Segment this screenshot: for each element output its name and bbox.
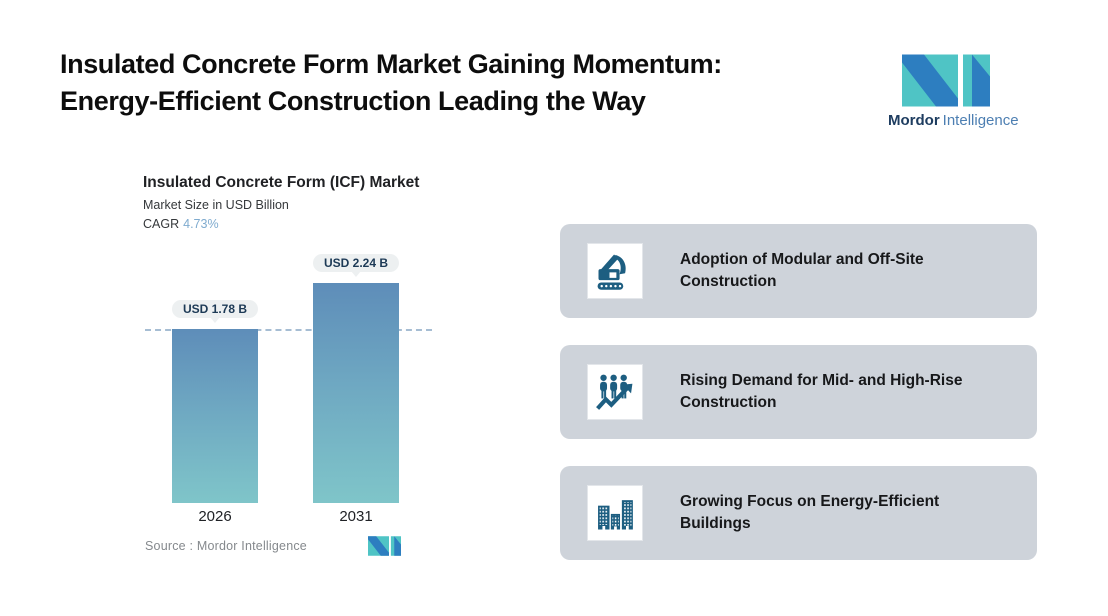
mordor-logo-small-icon <box>368 536 401 556</box>
bar-chart: USD 1.78 B 2026 USD 2.24 B 2031 <box>145 250 435 525</box>
value-label-text: USD 1.78 B <box>171 300 259 318</box>
brand-name-light: Intelligence <box>942 112 1019 129</box>
chart-header: Insulated Concrete Form (ICF) Market Mar… <box>143 173 473 232</box>
driver-cards: Adoption of Modular and Off-Site Constru… <box>560 224 1037 564</box>
buildings-icon <box>598 500 633 530</box>
value-label-2026: USD 1.78 B <box>171 300 259 323</box>
cagr-label: CAGR <box>143 217 180 231</box>
brand-logo: Mordor Intelligence <box>888 54 1019 129</box>
page-title-line2: Energy-Efficient Construction Leading th… <box>60 86 646 116</box>
card-highrise-demand: Rising Demand for Mid- and High-Rise Con… <box>560 345 1037 439</box>
source-text: Source : Mordor Intelligence <box>145 539 307 553</box>
reference-dashed-line <box>145 329 432 331</box>
source-value: Mordor Intelligence <box>196 539 307 553</box>
value-label-2031: USD 2.24 B <box>312 254 400 277</box>
source-label: Source : <box>145 539 194 553</box>
people-growth-icon <box>596 374 633 410</box>
x-tick-2031: 2031 <box>339 508 373 525</box>
card-energy-efficient: Growing Focus on Energy-Efficient Buildi… <box>560 466 1037 560</box>
card-title: Growing Focus on Energy-Efficient Buildi… <box>680 493 940 532</box>
value-label-text: USD 2.24 B <box>312 254 400 272</box>
brand-name: Mordor Intelligence <box>888 112 1019 129</box>
source-row: Source : Mordor Intelligence <box>145 535 401 557</box>
icon-tile <box>587 485 643 541</box>
card-modular-construction: Adoption of Modular and Off-Site Constru… <box>560 224 1037 318</box>
icon-tile <box>587 243 643 299</box>
value-label-pointer-icon <box>351 271 361 277</box>
card-title: Rising Demand for Mid- and High-Rise Con… <box>680 372 963 411</box>
excavator-icon <box>597 254 626 290</box>
value-label-pointer-icon <box>210 317 220 323</box>
cagr-value: 4.73% <box>183 217 219 231</box>
x-tick-2026: 2026 <box>198 508 232 525</box>
bar-2031 <box>313 283 399 503</box>
chart-cagr: CAGR 4.73% <box>143 216 473 232</box>
mordor-logo-icon <box>902 54 990 107</box>
page-title-line1: Insulated Concrete Form Market Gaining M… <box>60 49 722 79</box>
page-title: Insulated Concrete Form Market Gaining M… <box>60 46 890 120</box>
card-title: Adoption of Modular and Off-Site Constru… <box>680 251 924 290</box>
brand-name-bold: Mordor <box>888 112 940 129</box>
bar-2026 <box>172 329 258 503</box>
chart-subtitle: Market Size in USD Billion <box>143 198 289 212</box>
chart-title: Insulated Concrete Form (ICF) Market <box>143 174 420 191</box>
icon-tile <box>587 364 643 420</box>
